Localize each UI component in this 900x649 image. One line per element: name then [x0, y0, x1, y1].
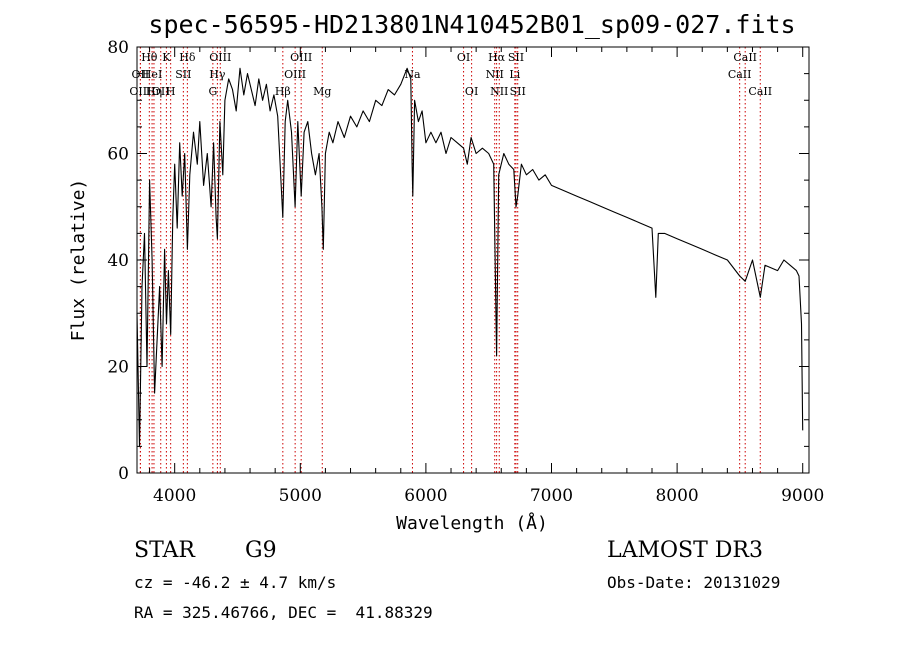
line-label-9: OII	[152, 85, 170, 98]
line-label-4: HeI	[142, 68, 162, 81]
x-tick-label-8000: 8000	[655, 486, 698, 506]
x-tick-label-7000: 7000	[530, 486, 573, 506]
line-label-19: OI	[465, 85, 478, 98]
line-label-13: OIII	[290, 51, 312, 64]
x-tick-label-4000: 4000	[153, 486, 196, 506]
y-axis-label: Flux (relative)	[68, 179, 89, 342]
line-label-2: Hδ	[179, 51, 196, 64]
line-label-24: NII	[490, 85, 508, 98]
redshift-readout: cz = -46.2 ± 4.7 km/s	[134, 573, 337, 592]
y-tick-label-0: 0	[118, 464, 129, 484]
y-tick-label-60: 60	[107, 145, 129, 165]
x-axis-ticks: 4000 5000 6000 7000 8000 9000	[149, 47, 824, 506]
line-label-16: Mg	[313, 85, 331, 98]
x-tick-label-6000: 6000	[404, 486, 447, 506]
line-label-28: CaII	[748, 85, 772, 98]
line-label-11: Hγ	[209, 68, 226, 81]
line-label-7: Hη	[146, 85, 162, 98]
survey-name: LAMOST DR3	[607, 538, 763, 563]
spectrum-line-0	[136, 67, 804, 447]
plot-frame	[136, 46, 810, 474]
object-class: STAR	[134, 538, 195, 563]
line-label-5: SII	[175, 68, 191, 81]
y-tick-label-40: 40	[107, 251, 129, 271]
x-axis-label: Wavelength (Å)	[396, 512, 548, 534]
line-label-22: NII	[486, 68, 504, 81]
line-label-26: CaII	[733, 51, 757, 64]
chart-title: spec-56595-HD213801N410452B01_sp09-027.f…	[148, 10, 795, 39]
coordinates-readout: RA = 325.46766, DEC = 41.88329	[134, 603, 433, 622]
x-tick-label-5000: 5000	[279, 486, 322, 506]
line-label-14: OIII	[284, 68, 306, 81]
line-label-20: Hα	[488, 51, 506, 64]
line-label-6: OIII	[129, 85, 151, 98]
spectral-line-markers	[139, 47, 761, 473]
line-label-18: OI	[457, 51, 470, 64]
line-label-10: OIII	[209, 51, 231, 64]
y-axis-ticks: 0 20 40 60 80	[107, 38, 809, 484]
y-tick-label-20: 20	[107, 358, 129, 378]
line-label-21: SII	[508, 51, 524, 64]
line-label-25: SII	[510, 85, 526, 98]
observation-date: Obs-Date: 20131029	[607, 573, 781, 592]
line-label-12: G	[208, 85, 217, 98]
line-label-1: K	[162, 51, 171, 64]
line-label-23: Li	[509, 68, 520, 81]
line-label-3: OII	[132, 68, 150, 81]
line-label-15: Hβ	[275, 85, 291, 98]
y-tick-label-80: 80	[107, 38, 129, 58]
line-label-8: H	[166, 85, 176, 98]
spectrum-series	[136, 67, 804, 447]
line-label-27: CaII	[728, 68, 752, 81]
line-label-0: Hθ	[141, 51, 158, 64]
x-tick-label-9000: 9000	[781, 486, 824, 506]
object-subclass: G9	[245, 538, 277, 563]
